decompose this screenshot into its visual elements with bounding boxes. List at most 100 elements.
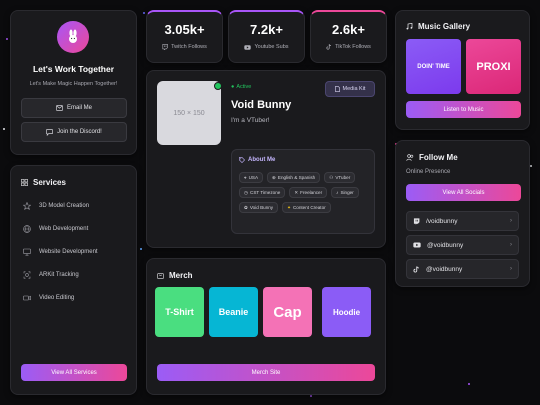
contact-card: Let's Work Together Let's Make Magic Hap… bbox=[10, 10, 137, 155]
follow-me-heading: Follow Me bbox=[406, 153, 458, 162]
tag-icon bbox=[239, 157, 245, 163]
view-all-services-button[interactable]: View All Services bbox=[21, 364, 127, 381]
music-gallery-heading: Music Gallery bbox=[406, 22, 470, 31]
about-me-heading: About Me bbox=[239, 157, 275, 163]
avatar bbox=[57, 21, 89, 53]
social-link-twitch[interactable]: /voidbunny › bbox=[406, 211, 519, 231]
about-me-panel: About Me ⌖ USA ⊕ English & Spanish ⚇ VTuber… bbox=[231, 149, 375, 234]
album-cover-proxi[interactable]: PROXI bbox=[466, 39, 521, 94]
social-link-youtube[interactable]: @voidbunny › bbox=[406, 235, 519, 255]
tag-chip: ◷ CST Timezone bbox=[239, 187, 286, 198]
stat-label-row: TikTok Follows bbox=[311, 44, 386, 50]
about-tags: ⌖ USA ⊕ English & Spanish ⚇ VTuber ◷ CST Tim… bbox=[239, 172, 371, 213]
service-item: Website Development bbox=[23, 248, 98, 256]
services-heading: Services bbox=[21, 178, 66, 187]
merch-item-cap[interactable]: Cap bbox=[263, 287, 312, 337]
star bbox=[140, 248, 142, 250]
follow-me-title: Follow Me bbox=[419, 153, 458, 162]
chevron-right-icon: › bbox=[510, 242, 512, 248]
mail-icon bbox=[56, 105, 63, 111]
stat-card-tiktok: 2.6k+ TikTok Follows bbox=[310, 10, 387, 63]
stat-label: Youtube Subs bbox=[254, 44, 289, 50]
tiktok-icon bbox=[413, 265, 419, 272]
sparkle-icon: ✦ bbox=[287, 204, 291, 210]
social-handle: /voidbunny bbox=[426, 217, 458, 225]
stat-value: 2.6k+ bbox=[332, 22, 365, 37]
microphone-icon: ♪ bbox=[336, 190, 339, 195]
star-icon bbox=[23, 202, 31, 210]
merch-title: Merch bbox=[169, 271, 193, 280]
star bbox=[143, 12, 145, 14]
discord-button[interactable]: Join the Discord! bbox=[21, 122, 127, 142]
profile-card: 150 × 150 ● Active Void Bunny I'm a VTub… bbox=[146, 70, 386, 248]
stat-label-row: Twitch Follows bbox=[147, 44, 222, 50]
merch-item-hoodie[interactable]: Hoodie bbox=[322, 287, 371, 337]
chevron-right-icon: › bbox=[510, 218, 512, 224]
users-icon: ⚇ bbox=[329, 174, 334, 180]
album-title: DOIN' TIME bbox=[417, 63, 450, 70]
star bbox=[468, 383, 470, 385]
email-button[interactable]: Email Me bbox=[21, 98, 127, 118]
contact-subtitle: Let's Make Magic Happen Together! bbox=[29, 81, 118, 87]
tiktok-icon bbox=[326, 44, 332, 50]
discord-button-label: Join the Discord! bbox=[57, 129, 102, 135]
twitch-icon bbox=[162, 44, 168, 50]
merch-card: Merch T-Shirt Beanie Cap Hoodie Merch Si… bbox=[146, 258, 386, 395]
users-icon bbox=[406, 154, 414, 161]
youtube-icon bbox=[244, 44, 252, 50]
star bbox=[310, 395, 312, 397]
social-link-tiktok[interactable]: @voidbunny › bbox=[406, 259, 519, 279]
stat-card-twitch: 3.05k+ Twitch Follows bbox=[146, 10, 223, 63]
twitch-icon bbox=[413, 217, 420, 225]
bunny-icon bbox=[69, 29, 77, 43]
tag-chip: ⚇ VTuber bbox=[324, 172, 356, 183]
merch-heading: Merch bbox=[157, 271, 193, 280]
stat-label-row: Youtube Subs bbox=[229, 44, 304, 50]
star bbox=[6, 38, 8, 40]
media-kit-label: Media Kit bbox=[342, 86, 366, 92]
follow-me-subtitle: Online Presence bbox=[406, 169, 451, 175]
profile-image-placeholder: 150 × 150 bbox=[157, 81, 221, 145]
globe-icon: ⊕ bbox=[272, 174, 276, 180]
active-status-dot bbox=[214, 82, 222, 90]
merch-site-button[interactable]: Merch Site bbox=[157, 364, 375, 381]
album-cover-doin-time[interactable]: DOIN' TIME bbox=[406, 39, 461, 94]
social-handle: @voidbunny bbox=[426, 265, 463, 273]
chevron-right-icon: › bbox=[510, 266, 512, 272]
profile-name: Void Bunny bbox=[231, 99, 292, 111]
follow-me-card: Follow Me Online Presence View All Socia… bbox=[395, 140, 530, 287]
stat-value: 3.05k+ bbox=[164, 22, 205, 37]
tag-chip: ⊕ English & Spanish bbox=[267, 172, 321, 183]
video-camera-icon bbox=[23, 295, 31, 301]
document-icon bbox=[334, 86, 340, 92]
listen-music-button[interactable]: Listen to Music bbox=[406, 101, 521, 118]
globe-icon bbox=[23, 225, 31, 233]
profile-tagline: I'm a VTuber! bbox=[231, 117, 270, 124]
stat-value: 7.2k+ bbox=[250, 22, 283, 37]
about-me-title: About Me bbox=[248, 157, 276, 163]
tag-chip: ⌖ USA bbox=[239, 172, 264, 183]
service-item: Web Development bbox=[23, 225, 88, 233]
bunny-icon: ✿ bbox=[244, 204, 248, 210]
services-title: Services bbox=[33, 178, 66, 187]
clock-icon: ◷ bbox=[244, 189, 249, 195]
youtube-icon bbox=[413, 242, 421, 248]
grid-icon bbox=[21, 179, 28, 186]
stat-card-youtube: 7.2k+ Youtube Subs bbox=[228, 10, 305, 63]
view-all-socials-button[interactable]: View All Socials bbox=[406, 184, 521, 201]
social-handle: @voidbunny bbox=[427, 241, 464, 249]
tag-chip: ✕ Freelancer bbox=[289, 187, 328, 198]
merch-item-tshirt[interactable]: T-Shirt bbox=[155, 287, 204, 337]
chat-bubble-icon bbox=[46, 128, 53, 136]
merch-item-beanie[interactable]: Beanie bbox=[209, 287, 258, 337]
tag-chip: ♪ Singer bbox=[331, 187, 359, 198]
email-button-label: Email Me bbox=[66, 105, 92, 111]
tag-chip: ✦ Content Creator bbox=[282, 202, 331, 213]
music-note-icon bbox=[406, 23, 413, 30]
contact-title: Let's Work Together bbox=[32, 64, 115, 74]
tools-icon: ✕ bbox=[294, 189, 299, 195]
status-badge: ● Active bbox=[231, 84, 252, 90]
media-kit-button[interactable]: Media Kit bbox=[325, 81, 375, 97]
album-title: PROXI bbox=[476, 60, 511, 73]
star bbox=[530, 165, 532, 167]
